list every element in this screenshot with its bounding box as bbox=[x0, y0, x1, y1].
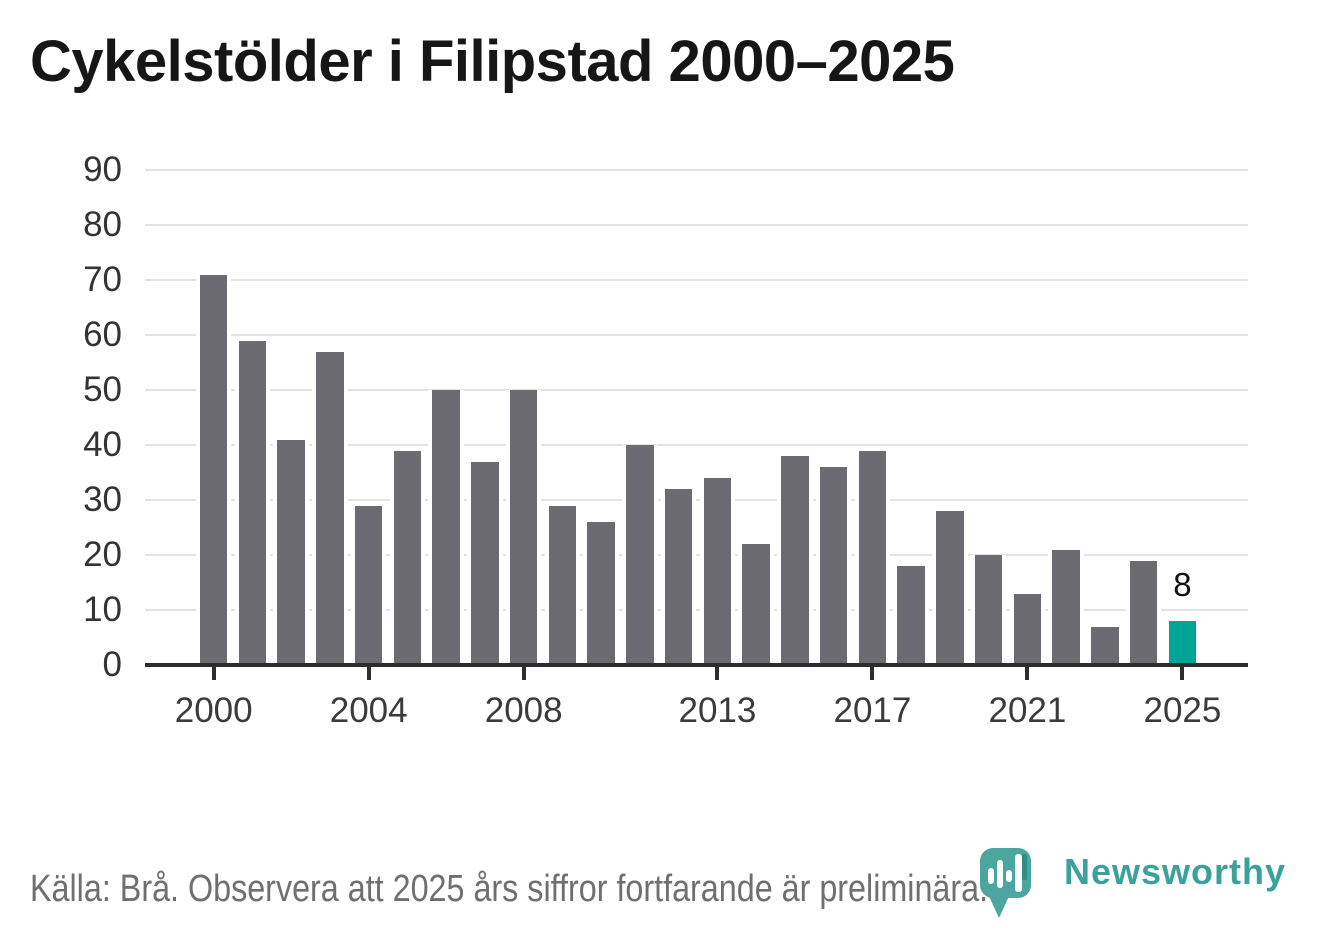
bar-2001 bbox=[238, 340, 267, 665]
y-tick-label-0: 0 bbox=[102, 645, 122, 684]
y-tick-label-70: 70 bbox=[83, 260, 122, 299]
logo-bar-shadow bbox=[1022, 854, 1027, 880]
bar-2022 bbox=[1052, 549, 1080, 665]
source-note: Källa: Brå. Observera att 2025 års siffr… bbox=[30, 868, 989, 910]
x-tick-label-2021: 2021 bbox=[988, 691, 1067, 730]
bar-2000 bbox=[199, 274, 228, 665]
bar-2023 bbox=[1091, 626, 1119, 665]
y-tick-label-20: 20 bbox=[83, 535, 122, 574]
y-tick-label-10: 10 bbox=[83, 590, 122, 629]
x-tick-2000 bbox=[211, 667, 216, 680]
highlight-value-label: 8 bbox=[1173, 566, 1192, 603]
x-tick-2021 bbox=[1025, 667, 1030, 680]
x-tick-2017 bbox=[870, 667, 875, 680]
bar-2003 bbox=[316, 351, 344, 665]
logo-chart-bar-icon bbox=[997, 860, 1003, 888]
bar-2006 bbox=[432, 390, 460, 665]
x-tick-2004 bbox=[366, 667, 371, 680]
gridline-70 bbox=[145, 279, 1248, 281]
bar-2007 bbox=[471, 461, 499, 665]
gridline-40 bbox=[145, 444, 1248, 446]
x-tick-label-2008: 2008 bbox=[484, 691, 563, 730]
gridline-30 bbox=[145, 499, 1248, 501]
logo-chart-bar-icon bbox=[1015, 854, 1022, 892]
logo-chart-bar-icon bbox=[988, 868, 994, 884]
bar-2019 bbox=[936, 511, 964, 665]
x-tick-2025 bbox=[1180, 667, 1185, 680]
gridline-60 bbox=[145, 334, 1248, 336]
bar-2002 bbox=[277, 439, 305, 665]
bar-2025 bbox=[1168, 621, 1197, 665]
bar-2004 bbox=[354, 505, 383, 665]
bar-2012 bbox=[664, 489, 693, 665]
x-tick-label-2025: 2025 bbox=[1143, 691, 1222, 730]
x-tick-label-2000: 2000 bbox=[174, 691, 253, 730]
x-tick-label-2013: 2013 bbox=[678, 691, 757, 730]
x-tick-2008 bbox=[521, 667, 526, 680]
y-tick-label-50: 50 bbox=[83, 370, 122, 409]
x-tick-label-2017: 2017 bbox=[833, 691, 912, 730]
y-tick-label-60: 60 bbox=[83, 315, 122, 354]
x-tick-2013 bbox=[715, 667, 720, 680]
bar-2017 bbox=[858, 450, 887, 665]
x-axis-line bbox=[145, 663, 1248, 667]
newsworthy-logo-tail bbox=[988, 894, 1010, 918]
bar-2013 bbox=[703, 478, 732, 665]
bar-2005 bbox=[393, 450, 422, 665]
bar-2021 bbox=[1013, 593, 1042, 665]
bar-2015 bbox=[781, 456, 809, 665]
gridline-50 bbox=[145, 389, 1248, 391]
chart-title: Cykelstölder i Filipstad 2000–2025 bbox=[30, 29, 955, 94]
gridline-10 bbox=[145, 609, 1248, 611]
y-tick-label-80: 80 bbox=[83, 205, 122, 244]
bar-2009 bbox=[548, 505, 577, 665]
newsworthy-brand-name: Newsworthy bbox=[1064, 851, 1287, 892]
bar-2011 bbox=[626, 445, 654, 665]
y-tick-label-40: 40 bbox=[83, 425, 122, 464]
y-tick-label-30: 30 bbox=[83, 480, 122, 519]
gridline-80 bbox=[145, 224, 1248, 226]
y-tick-label-90: 90 bbox=[83, 150, 122, 189]
bar-2016 bbox=[819, 467, 848, 665]
bar-2020 bbox=[974, 555, 1003, 665]
logo-chart-bar-icon bbox=[1006, 870, 1012, 882]
bar-2010 bbox=[587, 522, 615, 665]
gridline-90 bbox=[145, 169, 1248, 171]
gridline-20 bbox=[145, 554, 1248, 556]
x-tick-label-2004: 2004 bbox=[329, 691, 408, 730]
bar-2008 bbox=[509, 390, 538, 665]
bar-2018 bbox=[897, 566, 925, 665]
bar-2014 bbox=[742, 544, 770, 665]
bar-2024 bbox=[1129, 560, 1158, 665]
